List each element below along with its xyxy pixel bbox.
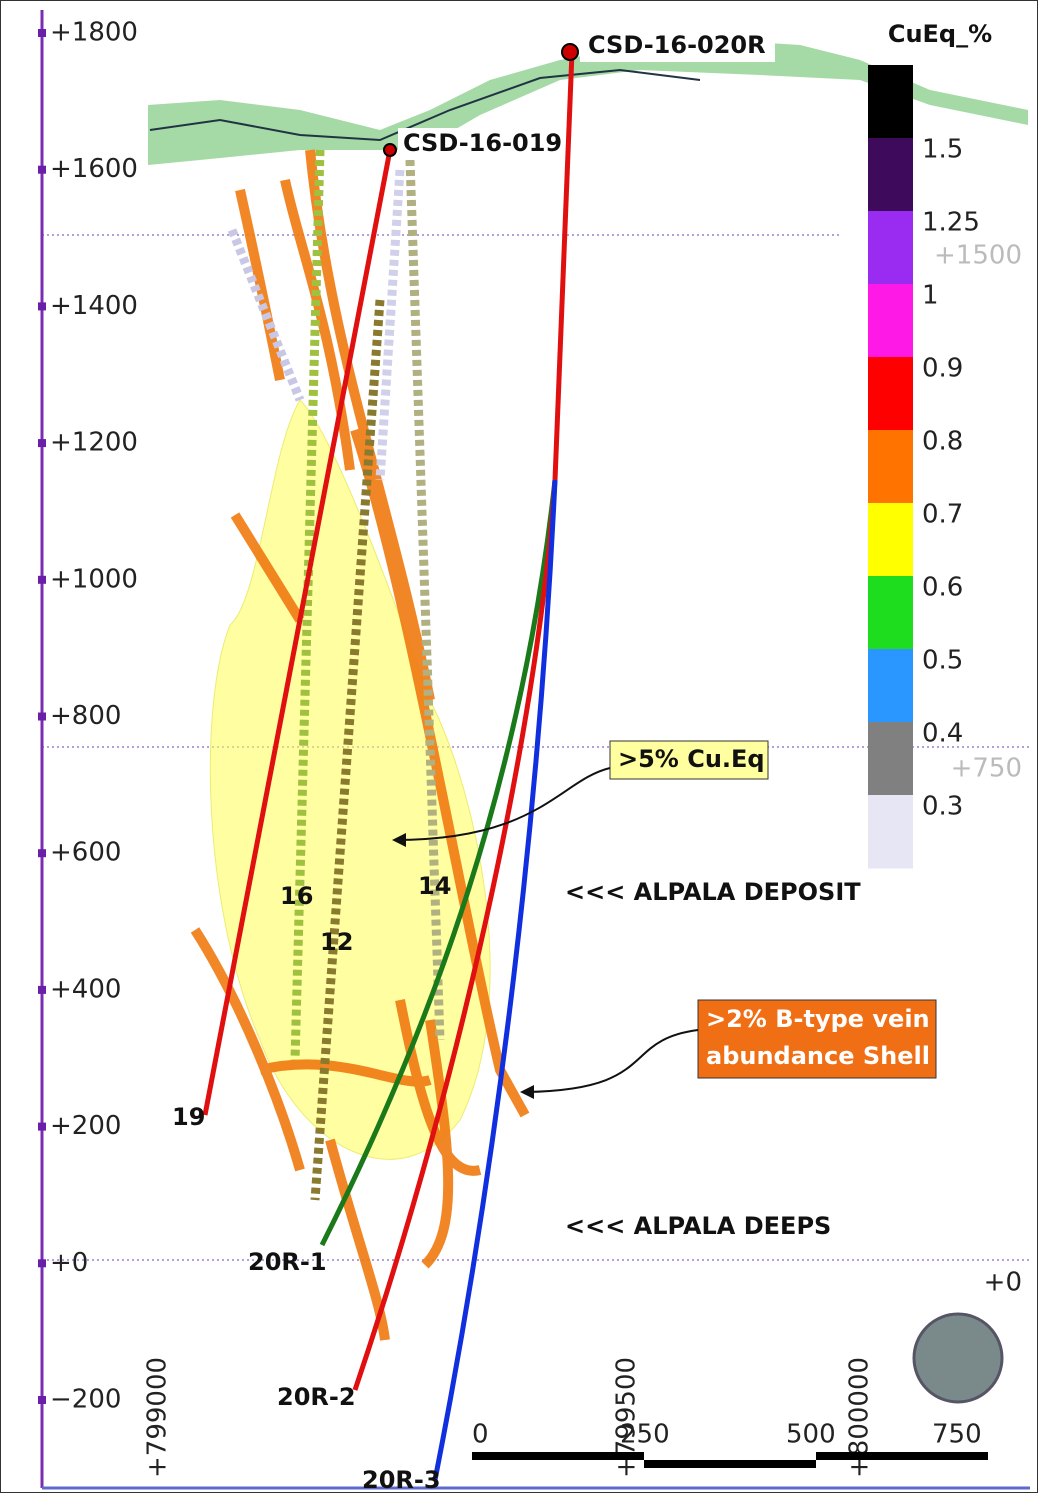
callout: abundance Shell — [706, 1042, 930, 1070]
tick-mark — [38, 576, 46, 584]
scale-label: 500 — [786, 1420, 836, 1450]
scale-segment — [644, 1460, 816, 1468]
callout: >5% Cu.Eq — [618, 745, 765, 773]
legend-swatch — [868, 795, 913, 869]
tick-label: +1600 — [50, 154, 138, 184]
hole-label: 12 — [320, 928, 353, 956]
tick-mark — [38, 713, 46, 721]
elevation-mark: +1500 — [934, 241, 1022, 271]
tick-label: +0 — [50, 1248, 88, 1278]
hole-label: 20R-2 — [277, 1383, 356, 1411]
tick-mark — [38, 302, 46, 310]
legend-swatch — [868, 649, 913, 723]
legend-swatch — [868, 576, 913, 650]
legend-swatch — [868, 284, 913, 358]
scale-segment — [472, 1452, 644, 1460]
legend-label: 0.6 — [922, 573, 963, 603]
legend-swatch — [868, 65, 913, 139]
legend-label: 1.25 — [922, 208, 980, 238]
legend-label: 0.8 — [922, 427, 963, 457]
annotation: <<< ALPALA DEPOSIT — [565, 878, 861, 906]
legend-swatch — [868, 503, 913, 577]
section-view: +1800 +1600 +1400 +1200 +1000 +800 +600 +400 +20… — [0, 0, 1038, 1493]
elevation-mark: +750 — [951, 754, 1022, 784]
legend-label: 1 — [922, 281, 939, 311]
legend-swatch — [868, 138, 913, 212]
collar — [562, 44, 578, 60]
hole-label: 16 — [280, 882, 313, 910]
tick-label: +400 — [50, 974, 121, 1004]
tick-mark — [38, 439, 46, 447]
tick-label: +200 — [50, 1111, 121, 1141]
legend-label: 0.7 — [922, 500, 963, 530]
hole-label: 14 — [418, 872, 451, 900]
tick-label: +1400 — [50, 291, 138, 321]
tick-mark — [38, 29, 46, 37]
orientation-globe — [914, 1314, 1002, 1402]
hole-label: 20R-1 — [248, 1248, 327, 1276]
legend-label: 1.5 — [922, 135, 963, 165]
legend-swatch — [868, 211, 913, 285]
tick-label: +800 — [50, 701, 121, 731]
legend-label: 0.9 — [922, 354, 963, 384]
legend-swatch — [868, 357, 913, 431]
scale-label: 750 — [932, 1420, 982, 1450]
annotation: <<< ALPALA DEEPS — [565, 1212, 831, 1240]
collar-label: CSD-16-019 — [403, 129, 562, 157]
callout: >2% B-type vein — [706, 1005, 930, 1033]
tick-mark — [38, 1259, 46, 1267]
tick-label: +600 — [50, 838, 121, 868]
legend-label: 0.5 — [922, 646, 963, 676]
easting: +799000 — [143, 1357, 173, 1478]
scale-segment — [816, 1452, 988, 1460]
tick-label: −200 — [50, 1385, 121, 1415]
hole-label: 20R-3 — [362, 1466, 441, 1493]
tick-label: +1800 — [50, 18, 138, 48]
tick-mark — [38, 1396, 46, 1404]
legend-label: 0.3 — [922, 792, 963, 822]
legend-swatch — [868, 722, 913, 796]
legend-swatch — [868, 430, 913, 504]
tick-label: +1200 — [50, 428, 138, 458]
tick-label: +1000 — [50, 564, 138, 594]
tick-mark — [38, 166, 46, 174]
tick-mark — [38, 1123, 46, 1131]
legend-label: 0.4 — [922, 719, 963, 749]
tick-mark — [38, 986, 46, 994]
hole-label: 19 — [172, 1103, 205, 1131]
collar-label: CSD-16-020R — [588, 31, 766, 59]
elevation-mark: +0 — [984, 1268, 1022, 1298]
scale-label: 0 — [472, 1420, 489, 1450]
collar — [384, 144, 396, 156]
tick-mark — [38, 849, 46, 857]
legend-title: CuEq_% — [888, 20, 992, 48]
scale-label: 250 — [620, 1420, 670, 1450]
